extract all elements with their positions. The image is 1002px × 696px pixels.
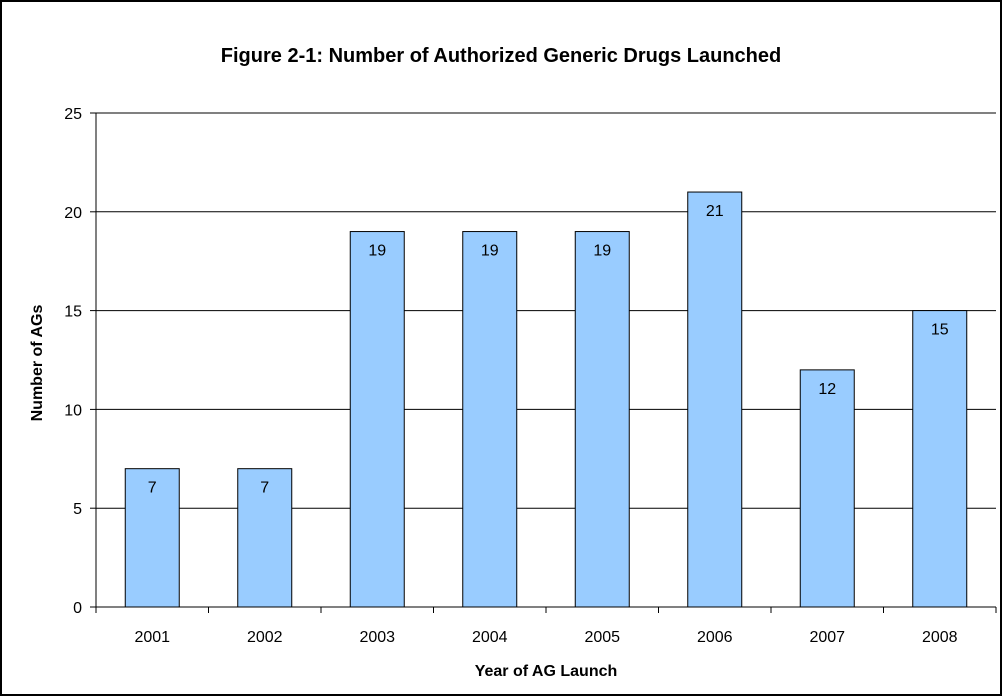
x-tick-label-2005: 2005 (584, 629, 620, 646)
data-label-2003: 19 (368, 243, 386, 260)
bar-2006 (687, 191, 743, 608)
y-tick-label: 0 (73, 600, 82, 617)
bar-2004 (462, 231, 518, 608)
x-axis-label: Year of AG Launch (475, 663, 618, 680)
y-tick-label: 10 (64, 402, 82, 419)
data-label-2002: 7 (260, 480, 269, 497)
chart-title: Figure 2-1: Number of Authorized Generic… (221, 45, 781, 67)
bar-2005 (574, 231, 630, 608)
bar-2008 (912, 310, 968, 608)
y-axis-label: Number of AGs (29, 305, 46, 422)
data-label-2008: 15 (931, 322, 949, 339)
y-tick-label: 20 (64, 205, 82, 222)
y-tick-label: 5 (73, 501, 82, 518)
bars (124, 191, 968, 608)
data-label-2004: 19 (481, 243, 499, 260)
x-tick-label-2004: 2004 (472, 629, 508, 646)
data-label-2006: 21 (706, 203, 724, 220)
x-tick-label-2003: 2003 (359, 629, 395, 646)
data-label-2007: 12 (818, 381, 836, 398)
x-tick-label-2001: 2001 (134, 629, 170, 646)
y-tick-label: 25 (64, 106, 82, 123)
x-tick-labels: 2001 2002 2003 2004 2005 2006 2007 2008 (134, 629, 957, 646)
gridlines (96, 112, 996, 509)
bar-2002 (237, 468, 293, 608)
axes (90, 112, 997, 613)
y-tick-label: 15 (64, 304, 82, 321)
data-label-2001: 7 (148, 480, 157, 497)
bar-2007 (799, 369, 855, 608)
data-labels: 7 7 19 19 19 21 12 15 (148, 203, 949, 497)
data-label-2005: 19 (593, 243, 611, 260)
x-tick-label-2002: 2002 (247, 629, 283, 646)
x-tick-label-2007: 2007 (809, 629, 845, 646)
y-tick-labels: 0 5 10 15 20 25 (64, 106, 82, 617)
x-tick-label-2006: 2006 (697, 629, 733, 646)
bar-2003 (349, 231, 405, 608)
x-tick-label-2008: 2008 (922, 629, 958, 646)
